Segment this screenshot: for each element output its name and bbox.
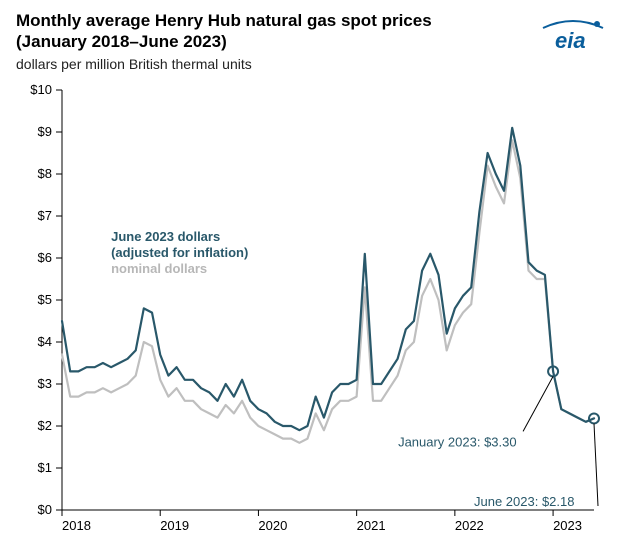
x-tick-label: 2021 [357, 518, 386, 533]
x-tick-label: 2018 [62, 518, 91, 533]
y-tick-label: $3 [38, 376, 52, 391]
callout-label-jun: June 2023: $2.18 [474, 494, 574, 509]
y-tick-label: $5 [38, 292, 52, 307]
y-tick-label: $2 [38, 418, 52, 433]
x-tick-label: 2019 [160, 518, 189, 533]
y-tick-label: $8 [38, 166, 52, 181]
y-tick-label: $6 [38, 250, 52, 265]
series-adjusted [62, 128, 594, 430]
eia-logo: eia [541, 14, 605, 54]
callout-leader [523, 376, 553, 431]
line-chart: $0 $1 $2 $3 $4 $5 $6 $7 $8 $9 $10 2018 2019 2020 2021 2… [0, 80, 623, 550]
chart-title: Monthly average Henry Hub natural gas sp… [16, 10, 432, 53]
chart-subtitle: dollars per million British thermal unit… [16, 56, 252, 72]
y-tick-label: $9 [38, 124, 52, 139]
y-tick-label: $7 [38, 208, 52, 223]
chart-title-line1: Monthly average Henry Hub natural gas sp… [16, 10, 432, 31]
y-tick-label: $4 [38, 334, 52, 349]
y-tick-label: $1 [38, 460, 52, 475]
callout-label-jan: January 2023: $3.30 [398, 434, 517, 449]
x-tick-label: 2020 [258, 518, 287, 533]
chart-title-line2: (January 2018–June 2023) [16, 31, 432, 52]
svg-text:eia: eia [555, 28, 586, 53]
x-tick-label: 2023 [553, 518, 582, 533]
legend-nominal: nominal dollars [111, 261, 207, 276]
legend-adjusted-l2: (adjusted for inflation) [111, 245, 248, 260]
series-nominal [62, 140, 594, 442]
callout-leader [594, 423, 598, 506]
legend-adjusted-l1: June 2023 dollars [111, 229, 220, 244]
y-tick-label: $0 [38, 502, 52, 517]
y-tick-label: $10 [30, 82, 52, 97]
x-tick-label: 2022 [455, 518, 484, 533]
